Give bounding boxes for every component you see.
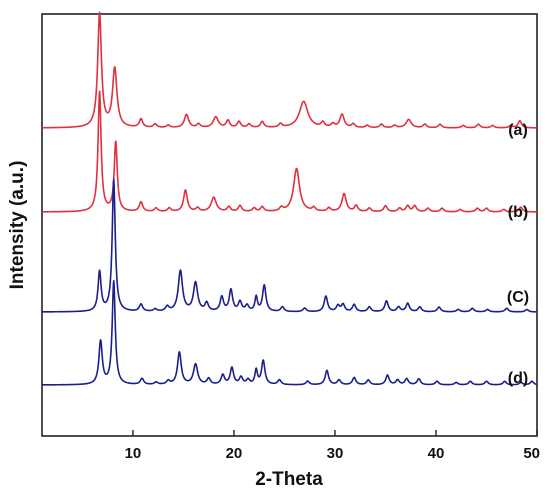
x-tick-label: 50 (523, 445, 540, 462)
series-line-2 (41, 90, 538, 213)
x-axis-label: 2-Theta (255, 469, 323, 490)
series-labels: (a) (b) (C) (d) (507, 122, 529, 387)
series-label-4: (d) (508, 370, 528, 387)
y-axis-label: Intensity (a.u.) (7, 161, 28, 290)
series-line-1 (41, 11, 538, 129)
series-curves (41, 11, 538, 386)
x-tick-label: 10 (125, 445, 142, 462)
series-line-4 (41, 279, 538, 386)
series-line-3 (41, 178, 538, 313)
series-label-2: (b) (508, 204, 528, 221)
series-label-1: (a) (508, 122, 528, 139)
series-label-3: (C) (507, 289, 529, 306)
x-tick-label: 20 (226, 445, 243, 462)
x-tick-label: 40 (428, 445, 445, 462)
x-tick-label: 30 (327, 445, 344, 462)
x-axis-ticks: 10 20 30 40 50 (125, 430, 540, 462)
plot-frame (41, 13, 538, 437)
